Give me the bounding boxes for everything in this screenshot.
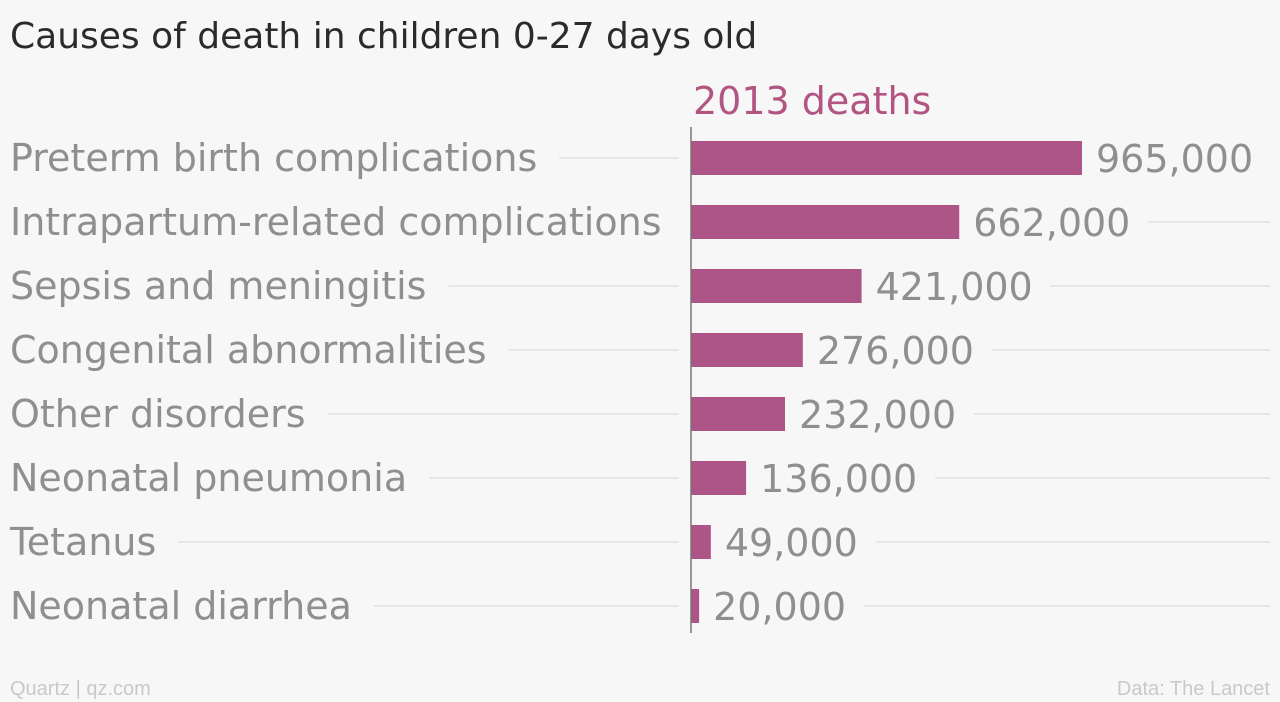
chart-title: Causes of death in children 0-27 days ol…	[10, 16, 757, 57]
value-label: 232,000	[799, 393, 956, 437]
bar	[691, 269, 862, 303]
value-label: 421,000	[876, 265, 1033, 309]
value-label: 20,000	[713, 585, 846, 629]
bar	[691, 333, 803, 367]
category-label: Sepsis and meningitis	[10, 264, 426, 308]
bar	[691, 589, 700, 623]
series-header: 2013 deaths	[693, 79, 931, 123]
value-label: 662,000	[973, 201, 1130, 245]
category-label: Neonatal diarrhea	[10, 584, 352, 628]
value-label: 49,000	[725, 521, 858, 565]
value-label: 965,000	[1096, 137, 1253, 181]
footer-source-right: Data: The Lancet	[1117, 678, 1271, 700]
bar	[691, 525, 711, 559]
footer-source-left: Quartz | qz.com	[10, 678, 151, 700]
bar	[691, 461, 747, 495]
category-labels: Preterm birth complications Intrapartum-r…	[9, 136, 662, 628]
category-label: Tetanus	[9, 520, 156, 564]
category-label: Congenital abnormalities	[10, 328, 487, 372]
bars	[691, 141, 1082, 623]
gridlines	[178, 157, 1270, 607]
bar	[691, 397, 786, 431]
category-label: Other disorders	[10, 392, 306, 436]
category-label: Intrapartum-related complications	[10, 200, 662, 244]
value-label: 136,000	[760, 457, 917, 501]
bar	[691, 141, 1082, 175]
value-labels: 965,000 662,000 421,000 276,000 232,000 136,0…	[713, 137, 1253, 629]
category-label: Preterm birth complications	[10, 136, 537, 180]
value-label: 276,000	[817, 329, 974, 373]
bar	[691, 205, 960, 239]
category-label: Neonatal pneumonia	[10, 456, 407, 500]
